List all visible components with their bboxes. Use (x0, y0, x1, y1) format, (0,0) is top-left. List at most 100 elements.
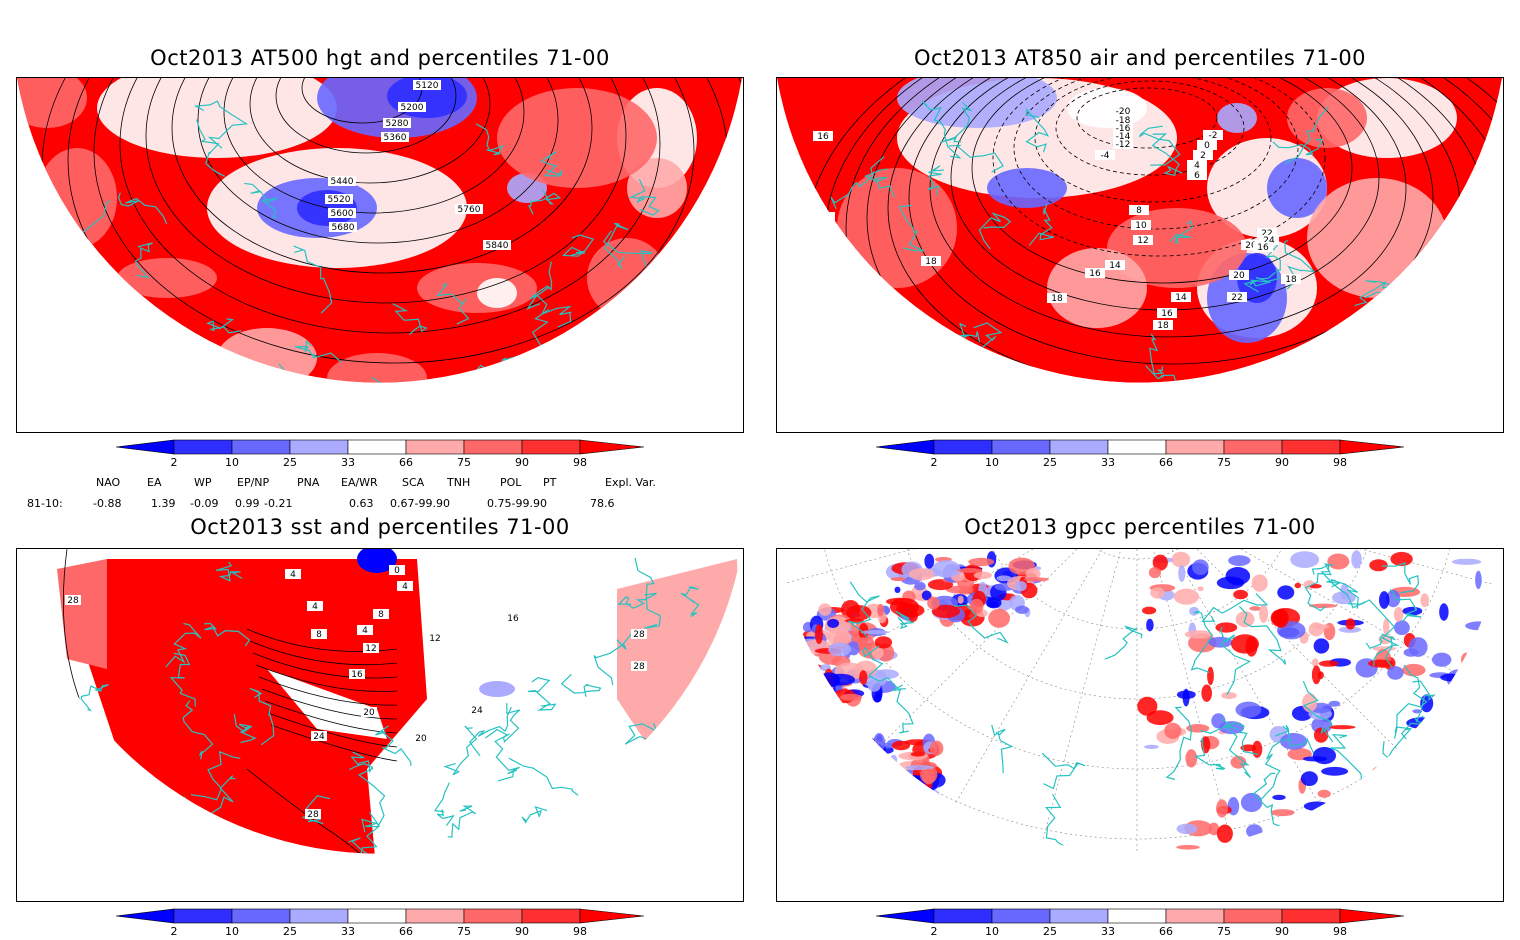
coastline (1148, 333, 1165, 375)
precip-blob (1284, 851, 1302, 854)
contour-label: 12 (1137, 236, 1148, 246)
sst-contour (252, 652, 398, 679)
colorbar-tick: 98 (573, 925, 587, 938)
precip-blob (1311, 665, 1321, 685)
contour-label-bg (325, 865, 341, 875)
precip-blob (1451, 558, 1482, 565)
precip-blob (1152, 860, 1177, 868)
precip-blob (924, 553, 935, 569)
colorbar-segment (347, 439, 407, 455)
precip-blob (866, 802, 892, 808)
coastline (1412, 790, 1454, 854)
coastline (196, 119, 226, 177)
precip-blob (827, 618, 840, 628)
coastline (215, 561, 243, 582)
coastline (593, 632, 633, 686)
coastline (1260, 738, 1292, 801)
index-value: 78.6 (590, 497, 615, 510)
precip-blob (1445, 714, 1469, 728)
precip-blob (1240, 744, 1257, 752)
contour-label: 0 (1204, 141, 1210, 151)
contour-label: 8 (316, 630, 322, 640)
precip-blob (1317, 789, 1331, 798)
precip-blob (957, 589, 973, 595)
contour-label: 4 (312, 602, 318, 612)
contour-label-bg (1281, 274, 1301, 284)
colorbar-tick: 66 (1159, 925, 1173, 938)
precip-blob (1256, 848, 1268, 854)
temperature-contour (992, 78, 1326, 257)
precip-blob (1277, 585, 1295, 600)
coastline (348, 837, 390, 854)
precip-blob (914, 799, 945, 807)
colorbar-segment (289, 439, 349, 455)
index-header: EA (147, 476, 162, 489)
precip-blob (1192, 559, 1209, 575)
precip-blob (927, 804, 941, 812)
contour-label-bg (1133, 235, 1153, 245)
contour-label-bg (1171, 292, 1191, 302)
index-header: Expl. Var. (605, 476, 656, 489)
panel-title-1: Oct2013 AT500 hgt and percentiles 71-00 (150, 46, 610, 70)
contour-label-bg (1227, 292, 1247, 302)
precip-blob (1246, 824, 1263, 839)
coastline (528, 190, 562, 215)
precip-blob (873, 757, 893, 773)
ocean-anomaly (57, 559, 107, 669)
coastline (978, 212, 1012, 250)
index-header: SCA (402, 476, 425, 489)
precip-blob (1294, 582, 1302, 589)
contour-label-bg (427, 633, 443, 643)
precip-blob (1259, 604, 1269, 623)
contour-label-bg (398, 102, 426, 112)
colorbar-svg (875, 439, 1405, 455)
precip-blob (1249, 606, 1261, 611)
precip-blob (1221, 691, 1237, 700)
coastline (475, 123, 505, 156)
coastline (520, 844, 572, 854)
coastline (843, 722, 868, 760)
colorbar-segment (1223, 439, 1283, 455)
coastline (777, 721, 812, 766)
precip-blob (811, 686, 829, 695)
percentile-blob (1047, 248, 1147, 328)
contour-label-bg (325, 194, 353, 204)
precip-blob (874, 636, 893, 649)
contour-label-bg (1259, 235, 1279, 245)
colorbar-arrow-right (1339, 908, 1405, 924)
colorbar-arrow-left (115, 908, 175, 924)
coastline (75, 684, 109, 712)
contour-label-bg (1129, 205, 1149, 215)
contour-label: 5520 (328, 195, 351, 205)
coastline (1138, 125, 1181, 166)
coastline (494, 733, 520, 782)
contour-label: 16 (817, 132, 829, 142)
precip-blob (1215, 622, 1238, 633)
precip-blob (929, 740, 944, 756)
index-row-label: 81-10: (27, 497, 63, 510)
percentile-blob (1287, 88, 1367, 148)
contour-label: 5200 (401, 103, 424, 113)
contour-label-bg (1257, 228, 1277, 238)
coastline (844, 850, 886, 854)
contour-label: 20 (939, 369, 951, 379)
contour-label-bg (1241, 240, 1261, 250)
contour-label-bg (413, 733, 429, 743)
precip-blob (817, 671, 825, 687)
precip-blob (914, 581, 926, 591)
colorbar-tick: 25 (1043, 456, 1057, 469)
contour-label-bg (1187, 170, 1207, 180)
precip-blob (1144, 744, 1159, 749)
precip-blob (1309, 838, 1320, 847)
precip-blob (1150, 587, 1165, 599)
coastline (634, 557, 661, 629)
precip-blob (973, 571, 992, 580)
precip-blob (1395, 761, 1423, 769)
precip-blob (885, 801, 907, 812)
height-contour (197, 78, 559, 244)
precip-blob (909, 799, 923, 807)
coastline (436, 283, 470, 325)
precip-blob (1300, 771, 1318, 786)
coastline (302, 795, 331, 825)
height-contour (171, 78, 593, 274)
